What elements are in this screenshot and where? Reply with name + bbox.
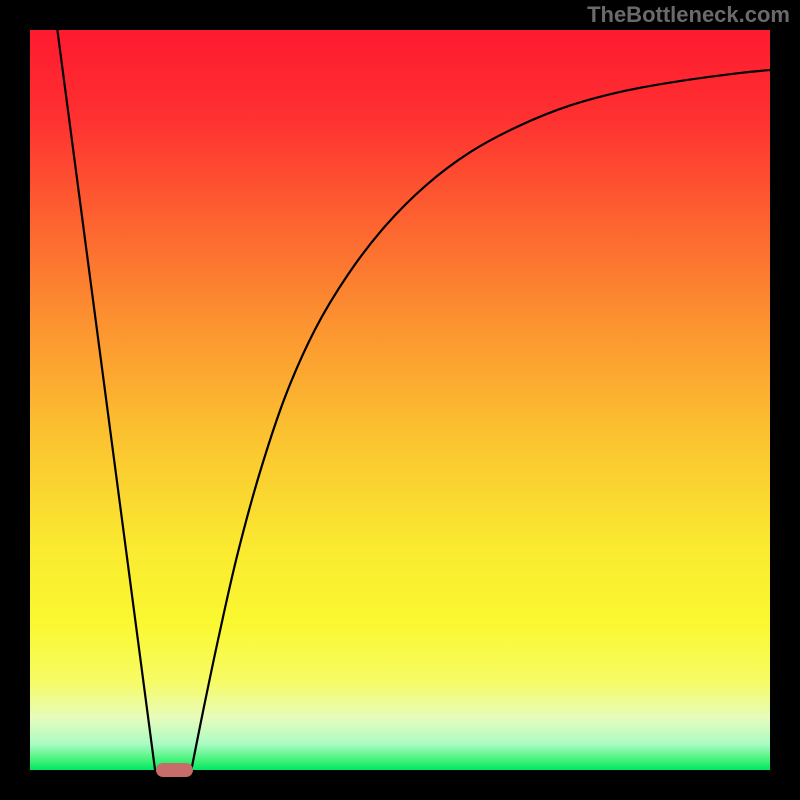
minimum-marker: [156, 763, 193, 776]
curve-svg: [30, 30, 770, 770]
plot-area: [30, 30, 770, 770]
chart-container: TheBottleneck.com: [0, 0, 800, 800]
watermark-text: TheBottleneck.com: [587, 2, 790, 28]
